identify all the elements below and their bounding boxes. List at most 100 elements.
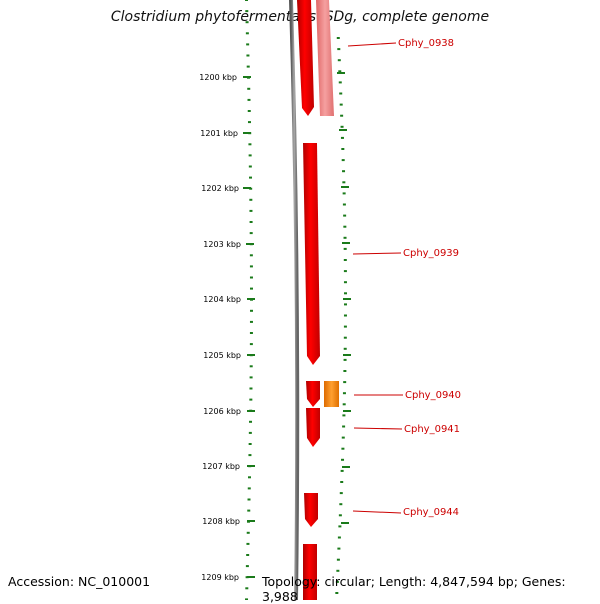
axis-label-1200: 1200 kbp — [199, 73, 237, 82]
minor-tick — [343, 336, 347, 339]
minor-tick — [248, 431, 252, 434]
axis-label-1209: 1209 kbp — [201, 573, 239, 582]
minor-tick — [343, 225, 347, 228]
gene-cphy-0941 — [306, 408, 320, 447]
minor-tick — [335, 580, 339, 583]
axis-label-1207: 1207 kbp — [202, 462, 240, 471]
minor-tick — [341, 447, 345, 450]
minor-tick — [337, 536, 341, 539]
minor-tick — [249, 287, 253, 290]
minor-tick — [342, 203, 346, 206]
genome-backbone — [289, 0, 300, 600]
minor-tick — [249, 265, 253, 268]
minor-tick — [246, 554, 250, 556]
minor-tick — [245, 598, 249, 600]
minor-tick — [337, 547, 341, 550]
minor-tick — [336, 558, 340, 561]
minor-tick — [342, 170, 346, 173]
minor-tick — [343, 325, 347, 328]
minor-tick — [338, 525, 342, 528]
minor-tick — [246, 54, 250, 57]
right-tick-column — [335, 37, 347, 594]
label-cphy-0939: Cphy_0939 — [403, 248, 459, 259]
minor-tick — [343, 347, 347, 350]
gene-cphy-0939 — [303, 143, 320, 365]
minor-tick — [339, 103, 343, 106]
minor-tick — [249, 309, 253, 312]
axis-label-1204: 1204 kbp — [203, 295, 241, 304]
minor-tick — [248, 165, 252, 168]
minor-tick — [343, 247, 347, 250]
minor-tick — [340, 469, 344, 472]
minor-tick — [343, 270, 347, 273]
minor-tick — [338, 81, 342, 84]
minor-tick — [342, 392, 346, 395]
minor-tick — [340, 125, 344, 128]
minor-tick — [335, 592, 339, 594]
gene-bottom — [303, 544, 317, 600]
minor-tick — [247, 110, 251, 112]
axis-label-1201: 1201 kbp — [200, 129, 238, 138]
minor-tick — [249, 365, 253, 368]
minor-tick — [342, 192, 346, 195]
minor-tick — [339, 503, 343, 506]
minor-tick — [336, 569, 340, 572]
label-cphy-0940: Cphy_0940 — [405, 390, 461, 401]
minor-tick — [247, 98, 251, 101]
minor-tick — [249, 420, 253, 423]
minor-tick — [249, 221, 253, 223]
minor-tick — [247, 87, 251, 90]
minor-tick — [249, 343, 253, 346]
minor-tick — [247, 476, 251, 479]
minor-tick — [342, 414, 346, 417]
minor-tick — [336, 37, 340, 39]
minor-tick — [338, 70, 342, 73]
minor-tick — [340, 481, 344, 483]
minor-tick — [249, 232, 253, 235]
minor-tick — [343, 358, 347, 361]
minor-tick — [247, 498, 251, 501]
minor-tick — [342, 181, 346, 184]
minor-tick — [343, 303, 347, 306]
axis-label-1205: 1205 kbp — [203, 351, 241, 360]
minor-tick — [245, 21, 249, 24]
minor-tick — [249, 332, 253, 334]
minor-tick — [245, 10, 249, 13]
axis-label-1203: 1203 kbp — [203, 240, 241, 249]
minor-tick — [249, 398, 253, 401]
kbp-axis: 1200 kbp 1201 kbp 1202 kbp 1203 kbp 1204… — [199, 72, 351, 582]
minor-tick — [341, 458, 345, 461]
minor-tick — [245, 32, 249, 35]
minor-tick — [249, 387, 253, 390]
minor-tick — [249, 254, 253, 257]
minor-tick — [246, 542, 250, 545]
minor-tick — [339, 92, 343, 95]
minor-tick — [341, 159, 345, 162]
minor-tick — [248, 454, 252, 457]
minor-tick — [340, 136, 344, 139]
minor-tick — [342, 425, 346, 428]
gene-cphy-0940 — [324, 381, 339, 407]
minor-tick — [247, 509, 251, 512]
minor-tick — [340, 114, 344, 117]
gene-labels: Cphy_0938 Cphy_0939 Cphy_0940 Cphy_0941 … — [347, 38, 461, 518]
minor-tick — [246, 43, 250, 46]
minor-tick — [337, 59, 341, 62]
label-cphy-0938: Cphy_0938 — [398, 38, 454, 49]
minor-tick — [343, 214, 347, 217]
minor-tick — [247, 487, 251, 490]
minor-tick — [249, 209, 253, 212]
minor-tick — [246, 531, 250, 534]
gene-cphy-0937 — [297, 0, 314, 116]
label-cphy-0941: Cphy_0941 — [404, 424, 460, 435]
gene-cphy-0940-a — [306, 381, 320, 407]
minor-tick — [343, 292, 347, 295]
axis-label-1202: 1202 kbp — [201, 184, 239, 193]
minor-tick — [245, 0, 248, 1]
minor-tick — [341, 148, 345, 150]
minor-tick — [341, 436, 345, 439]
minor-tick — [342, 403, 346, 406]
label-cphy-0944: Cphy_0944 — [403, 507, 459, 518]
minor-tick — [343, 314, 347, 317]
